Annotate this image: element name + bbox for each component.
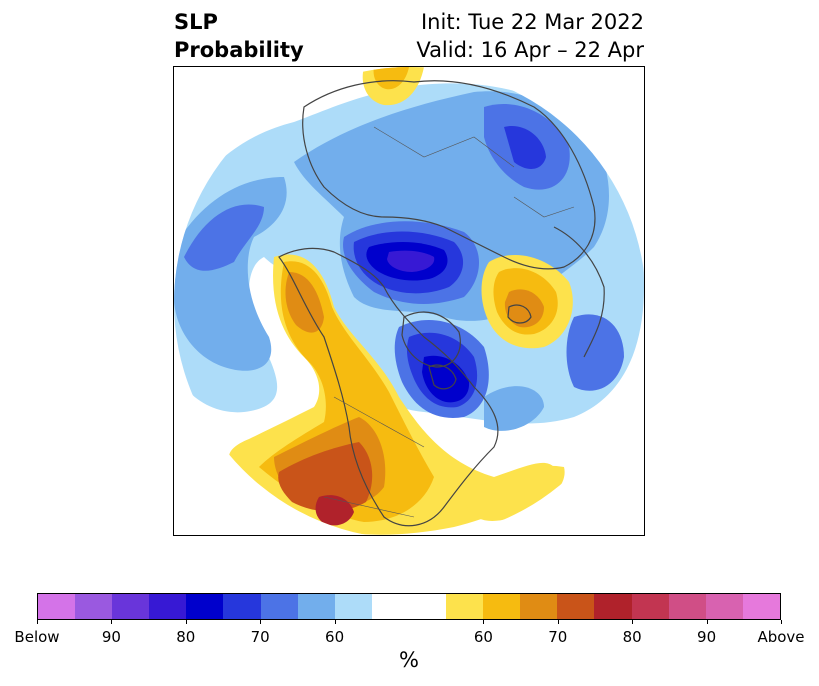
above-80-westna	[315, 495, 354, 526]
colorbar-swatch	[446, 594, 484, 619]
colorbar-swatch	[149, 594, 187, 619]
colorbar-tickmark	[706, 620, 708, 624]
coastline-hudson-bay	[428, 364, 457, 390]
border-europe-internal	[513, 196, 575, 218]
colorbar-tick-label: 70	[548, 628, 568, 646]
coastline-greenland	[401, 311, 461, 368]
coastline-eurasia	[302, 80, 596, 270]
colorbar-swatch	[38, 594, 76, 619]
colorbar-tick-label: 60	[473, 628, 493, 646]
colorbar	[37, 593, 781, 620]
colorbar-tick-label: 90	[101, 628, 121, 646]
colorbar-swatch	[483, 594, 521, 619]
colorbar-tickmark	[781, 620, 782, 624]
border-canada-us	[333, 396, 425, 448]
map-dates: Init: Tue 22 Mar 2022 Valid: 16 Apr – 22…	[416, 8, 644, 64]
title-type: Probability	[174, 38, 304, 62]
below-85-arctic	[387, 250, 435, 272]
colorbar-swatch	[631, 594, 669, 619]
above-65-siberia	[373, 67, 409, 90]
colorbar-tick-label: 80	[176, 628, 196, 646]
title-variable: SLP	[174, 10, 218, 34]
colorbar-swatch	[557, 594, 595, 619]
colorbar-swatch	[75, 594, 113, 619]
colorbar-swatch	[223, 594, 261, 619]
colorbar-tick-label: Above	[757, 628, 805, 646]
above-75-westna-north	[288, 282, 316, 327]
colorbar-tickmark	[111, 620, 113, 624]
colorbar-tick-label: 70	[250, 628, 270, 646]
colorbar-swatch	[260, 594, 298, 619]
colorbar-swatch	[520, 594, 558, 619]
above-70-iceland	[504, 289, 544, 328]
probability-map	[173, 66, 645, 536]
above-75-westna	[278, 442, 373, 512]
coastline-iceland	[507, 304, 532, 324]
coastline-north-america	[278, 247, 499, 527]
colorbar-swatch	[742, 594, 780, 619]
below-75-scandinavia	[504, 126, 546, 169]
below-65-region-europe	[566, 314, 624, 391]
colorbar-swatch	[186, 594, 224, 619]
init-date: Init: Tue 22 Mar 2022	[420, 10, 644, 34]
colorbar-tickmark	[632, 620, 634, 624]
colorbar-tickmark	[334, 620, 336, 624]
border-russia-internal	[373, 126, 515, 168]
below-65-region-atlantic	[484, 386, 544, 431]
map-title: SLP Probability	[174, 8, 304, 64]
colorbar-swatch	[297, 594, 335, 619]
coastline-europe-west	[553, 226, 605, 358]
colorbar-swatch	[668, 594, 706, 619]
colorbar-tickmark	[37, 620, 38, 624]
colorbar-swatch	[705, 594, 743, 619]
colorbar-tickmark	[185, 620, 187, 624]
colorbar-tick-label: 90	[697, 628, 717, 646]
colorbar-unit: %	[399, 648, 419, 672]
colorbar-swatch	[408, 594, 447, 619]
colorbar-tickmark	[557, 620, 559, 624]
colorbar-tick-label: 80	[622, 628, 642, 646]
colorbar-tickmark	[260, 620, 262, 624]
colorbar-swatch	[594, 594, 632, 619]
below-70-pacific	[184, 204, 264, 271]
valid-dates: Valid: 16 Apr – 22 Apr	[416, 38, 644, 62]
colorbar-swatch	[371, 594, 409, 619]
colorbar-swatch	[334, 594, 372, 619]
colorbar-tickmark	[483, 620, 485, 624]
colorbar-tick-label: 60	[325, 628, 345, 646]
colorbar-swatch	[112, 594, 150, 619]
border-us-mexico	[323, 496, 415, 518]
above-60-atlantic	[464, 465, 565, 521]
colorbar-tick-label: Below	[14, 628, 60, 646]
